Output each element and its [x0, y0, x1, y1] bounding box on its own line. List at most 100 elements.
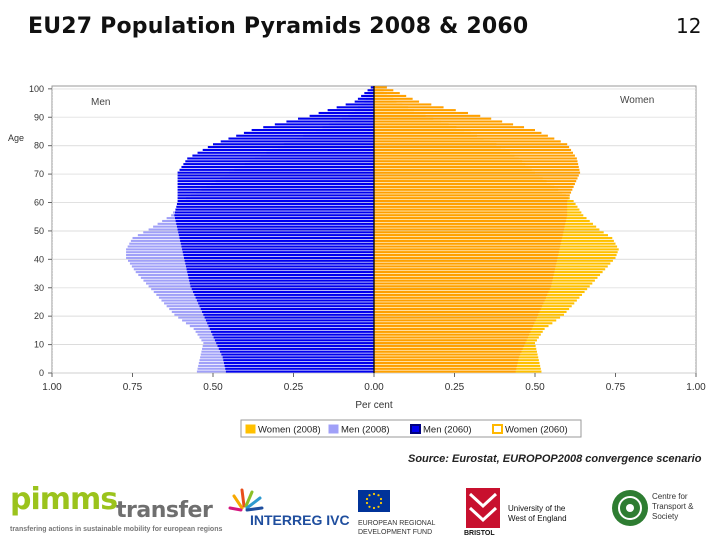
bar-women-2060-age-27	[374, 293, 548, 296]
bar-women-2060-age-95	[374, 100, 420, 103]
bar-men-2060-age-93	[336, 106, 374, 109]
bar-men-2060-age-91	[318, 111, 374, 115]
bar-men-2060-age-23	[199, 305, 374, 308]
bar-men-2060-age-98	[364, 92, 374, 95]
bar-men-2060-age-4	[223, 359, 374, 362]
bar-women-2060-age-17	[374, 322, 535, 325]
bar-women-2060-age-100	[374, 86, 387, 89]
bar-men-2060-age-37	[185, 265, 374, 268]
bar-women-2060-age-32	[374, 279, 553, 282]
bar-women-2060-age-94	[374, 103, 432, 106]
bar-women-2060-age-41	[374, 254, 559, 257]
bar-men-2060-age-36	[186, 268, 374, 271]
bar-men-2060-age-31	[189, 282, 374, 285]
bar-men-2060-age-28	[193, 290, 374, 294]
bar-women-2060-age-82	[374, 137, 555, 140]
bar-men-2060-age-73	[183, 163, 374, 166]
bar-women-2060-age-88	[374, 120, 503, 123]
bar-men-2060-age-22	[200, 307, 374, 311]
x-tick-label-0: 1.00	[42, 382, 62, 393]
bar-men-2060-age-59	[176, 202, 374, 205]
bar-men-2060-age-43	[182, 248, 374, 251]
bar-women-2060-age-53	[374, 219, 566, 223]
bar-women-2060-age-68	[374, 177, 578, 180]
bar-men-2060-age-76	[192, 154, 374, 157]
bar-women-2060-age-5	[374, 356, 519, 359]
source-note: Source: Eurostat, EUROPOP2008 convergenc…	[408, 453, 702, 465]
bar-men-2060-age-41	[183, 254, 374, 257]
bar-men-2060-age-97	[361, 94, 374, 98]
bar-women-2060-age-57	[374, 208, 568, 211]
x-tick-label-5: 0.25	[445, 382, 465, 393]
uwe-line-2: West of England	[508, 514, 567, 523]
bar-men-2060-age-5	[222, 356, 374, 359]
x-tick-label-8: 1.00	[686, 382, 706, 393]
bar-men-2060-age-19	[204, 316, 374, 319]
bar-women-2060-age-86	[374, 126, 525, 129]
bar-women-2060-age-69	[374, 174, 579, 177]
bar-women-2060-age-80	[374, 143, 568, 146]
bar-men-2060-age-50	[177, 228, 374, 231]
bar-women-2060-age-34	[374, 273, 554, 277]
bar-men-2060-age-3	[223, 361, 374, 365]
interreg-logo-text: INTERREG IVC	[250, 512, 350, 528]
bar-women-2060-age-21	[374, 310, 540, 313]
bar-men-2060-age-66	[177, 182, 374, 186]
bar-women-2060-age-52	[374, 222, 566, 225]
bar-men-2060-age-26	[195, 296, 374, 299]
bar-men-2060-age-10	[216, 342, 374, 345]
x-tick-label-4: 0.00	[364, 382, 384, 393]
bar-men-2060-age-96	[357, 97, 374, 100]
bar-men-2060-age-57	[175, 208, 374, 211]
bar-men-2060-age-82	[228, 137, 374, 140]
bar-women-2060-age-49	[374, 231, 564, 234]
bar-women-2060-age-84	[374, 131, 542, 134]
bar-men-2060-age-86	[263, 126, 374, 129]
bar-men-2060-age-72	[181, 165, 374, 169]
bar-women-2060-age-65	[374, 185, 574, 188]
bar-women-2060-age-77	[374, 151, 573, 154]
bar-women-2060-age-74	[374, 160, 578, 163]
bar-women-2060-age-7	[374, 350, 522, 353]
bar-men-2060-age-30	[190, 285, 374, 288]
bar-men-2060-age-2	[224, 364, 374, 367]
y-tick-label-50: 50	[34, 226, 44, 236]
cts-line-1: Centre for	[652, 492, 688, 501]
legend-item-3: Women (2060)	[492, 424, 568, 436]
bar-women-2060-age-89	[374, 117, 492, 120]
bar-women-2060-age-24	[374, 302, 544, 305]
bar-men-2060-age-80	[213, 143, 374, 146]
bar-women-2060-age-25	[374, 299, 545, 302]
bar-men-2060-age-85	[251, 128, 374, 132]
bar-men-2060-age-27	[194, 293, 374, 296]
bar-men-2060-age-56	[175, 211, 374, 214]
bar-men-2060-age-13	[212, 333, 374, 336]
pimms-tagline: transfering actions in sustainable mobil…	[10, 526, 223, 533]
legend-item-1: Men (2008)	[328, 424, 390, 436]
bar-men-2060-age-11	[214, 339, 374, 342]
bar-women-2060-age-75	[374, 157, 577, 160]
bar-women-2060-age-56	[374, 211, 568, 214]
cts-logo: Centre for Transport & Society	[610, 490, 714, 536]
bar-men-2060-age-75	[187, 157, 374, 160]
y-tick-label-100: 100	[29, 84, 44, 94]
bar-women-2060-age-8	[374, 347, 523, 350]
bar-women-2060-age-83	[374, 134, 548, 137]
bar-women-2060-age-64	[374, 188, 573, 191]
bar-men-2060-age-69	[177, 174, 374, 177]
bar-men-2060-age-21	[202, 310, 374, 313]
bar-women-2060-age-60	[374, 200, 568, 203]
cts-line-2: Transport &	[652, 502, 694, 511]
eu-flag-icon	[358, 490, 390, 512]
bar-women-2060-age-42	[374, 251, 559, 254]
bar-men-2060-age-84	[243, 131, 374, 134]
bar-men-2060-age-25	[196, 299, 374, 302]
bar-women-2060-age-10	[374, 342, 526, 345]
eu-fund-logo: EUROPEAN REGIONAL DEVELOPMENT FUND	[356, 490, 456, 538]
women-side-label: Women	[620, 95, 654, 106]
bar-women-2060-age-4	[374, 359, 519, 362]
bar-men-2060-age-89	[298, 117, 374, 120]
bar-women-2060-age-87	[374, 123, 514, 126]
bar-women-2060-age-3	[374, 361, 518, 365]
bar-men-2060-age-8	[218, 347, 374, 350]
